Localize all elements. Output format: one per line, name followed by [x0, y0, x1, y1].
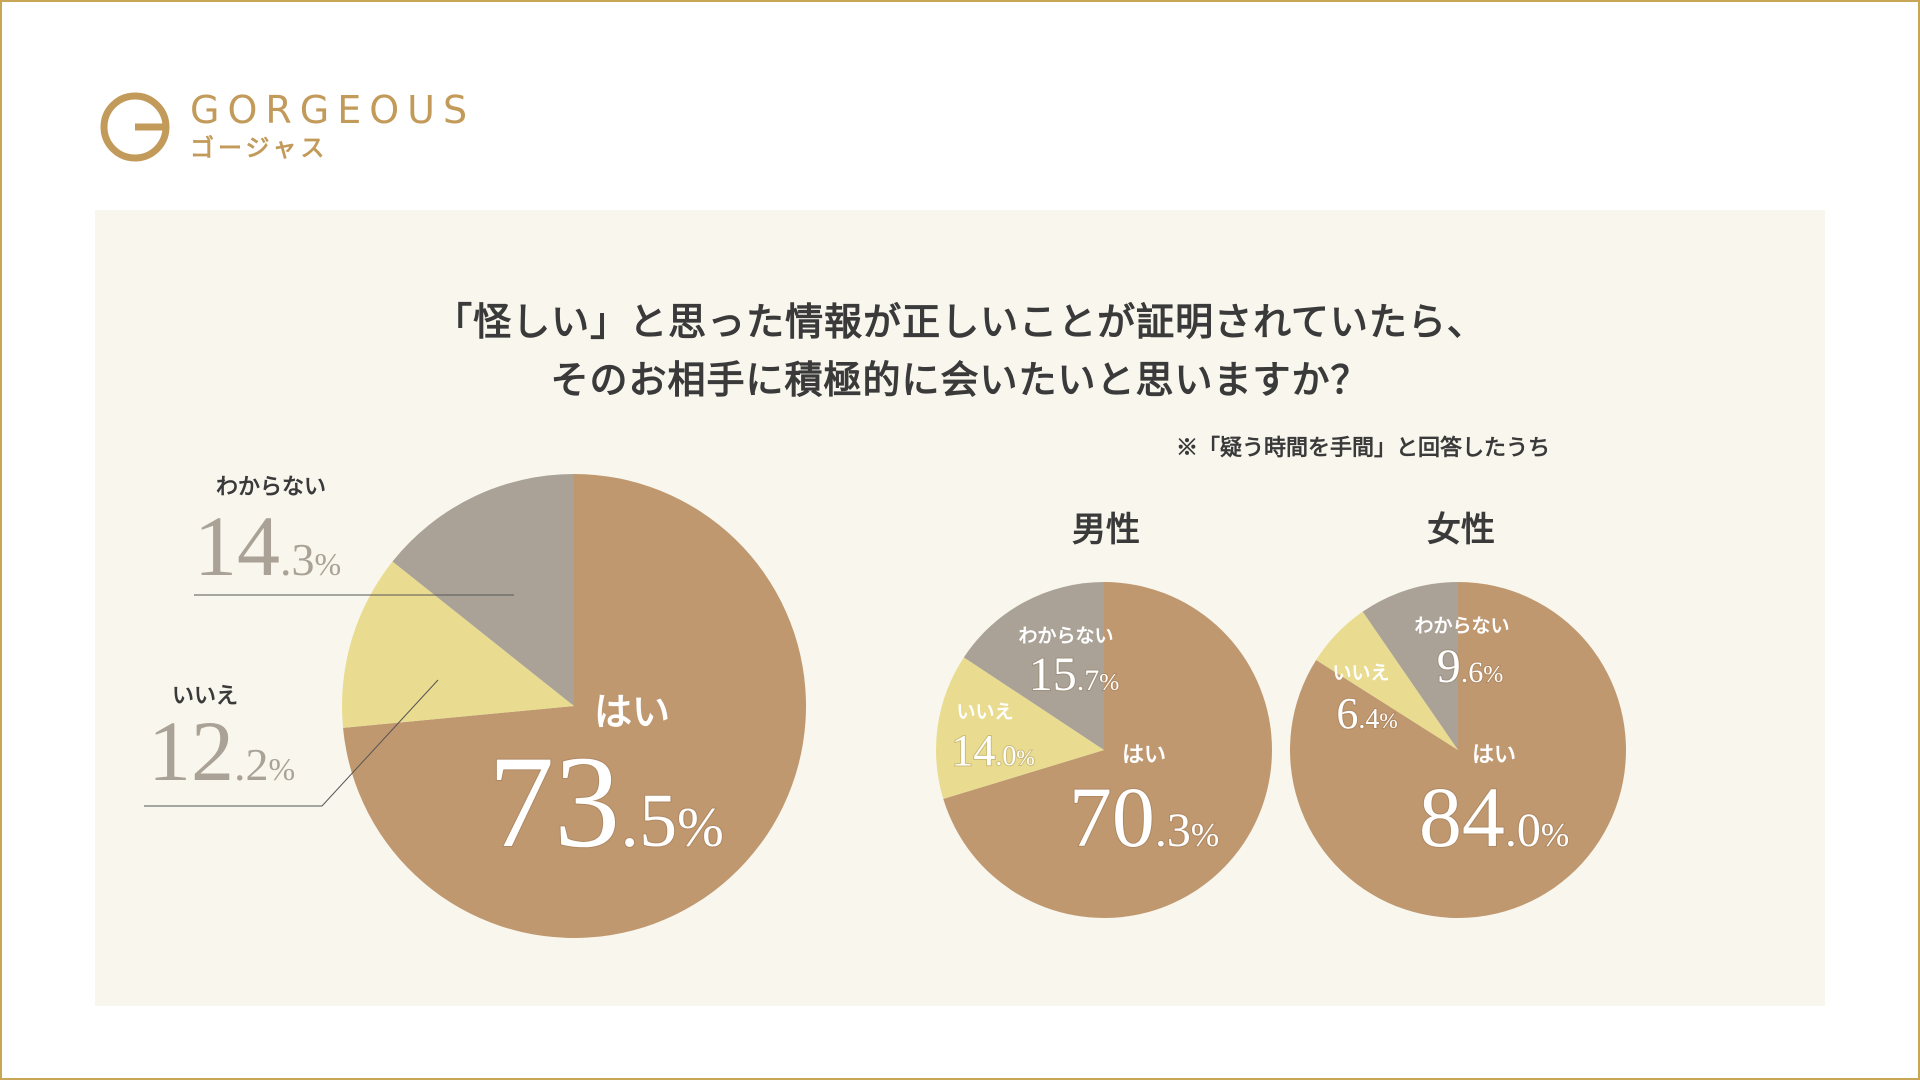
respondent-note: ※「疑う時間を手間」と回答したうち — [1176, 435, 1551, 461]
male-slice-unknown — [963, 582, 1104, 750]
overall-value-yes: 73.5% — [488, 728, 724, 875]
overall-slice-no — [342, 561, 574, 728]
male-label-no: いいえ — [956, 701, 1013, 723]
female-value-no: 6.4% — [1336, 689, 1397, 738]
gorgeous-logo-icon — [100, 92, 170, 162]
overall-label-unknown: わからない — [216, 475, 326, 500]
female-label-yes: はい — [1472, 743, 1516, 768]
female-label-unknown: わからない — [1414, 615, 1509, 637]
overall-label-no: いいえ — [172, 684, 238, 709]
male-slice-no — [935, 657, 1104, 799]
question-title-line1: 「怪しい」と思った情報が正しいことが証明されていたら、 — [434, 299, 1486, 344]
male-value-unknown: 15.7% — [1029, 648, 1120, 701]
overall-value-unknown: 14.3% — [194, 498, 341, 594]
male-slice-yes — [943, 582, 1272, 918]
male-value-yes: 70.3% — [1069, 769, 1219, 865]
overall-label-yes: はい — [594, 690, 670, 734]
female-value-unknown: 9.6% — [1437, 640, 1504, 693]
female-chart-title: 女性 — [1427, 510, 1495, 550]
leader-line-no — [144, 679, 439, 807]
question-title-line2: そのお相手に積極的に会いたいと思いますか？ — [550, 357, 1370, 402]
male-label-unknown: わからない — [1018, 625, 1113, 647]
overall-value-no: 12.2% — [148, 703, 295, 799]
female-value-yes: 84.0% — [1419, 769, 1569, 865]
female-slice-unknown — [1362, 582, 1458, 750]
male-value-no: 14.0% — [951, 726, 1034, 775]
male-label-yes: はい — [1122, 743, 1166, 768]
female-slice-yes — [1289, 582, 1626, 919]
overall-slice-yes — [343, 474, 807, 938]
brand-kana: ゴージャス — [190, 134, 329, 162]
male-chart-title: 男性 — [1072, 510, 1140, 550]
brand-name: GORGEOUS — [190, 88, 476, 132]
overall-slice-unknown — [392, 474, 574, 706]
female-slice-no — [1316, 611, 1458, 750]
female-label-no: いいえ — [1332, 662, 1389, 684]
